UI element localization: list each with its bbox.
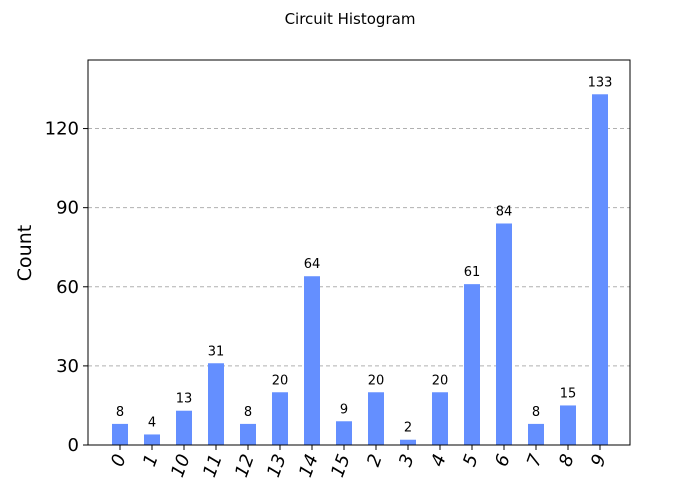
bar-value-label: 84: [496, 204, 513, 219]
bar: [432, 392, 448, 445]
chart-title: Circuit Histogram: [285, 10, 416, 28]
bar-value-label: 15: [560, 386, 577, 401]
bar-value-label: 20: [432, 373, 449, 388]
x-tick-label: 9: [587, 452, 611, 470]
x-tick-label: 7: [523, 451, 547, 469]
bar-value-label: 64: [304, 257, 321, 272]
bar: [496, 223, 512, 445]
bar-value-label: 20: [272, 373, 289, 388]
bar: [240, 423, 256, 445]
y-tick-label: 120: [45, 119, 79, 140]
grid-lines: [88, 128, 630, 367]
bar-value-label: 8: [116, 405, 124, 420]
bar: [560, 405, 576, 445]
y-axis-label: Count: [14, 225, 36, 281]
y-tick-label: 90: [56, 198, 79, 219]
x-tick-label: 1: [139, 452, 163, 470]
x-tick-label: 15: [327, 452, 355, 481]
bar: [304, 276, 320, 445]
bar: [592, 94, 608, 445]
bar: [272, 392, 288, 445]
x-tick-label: 0: [107, 452, 131, 470]
bars: [112, 94, 608, 445]
x-tick-label: 5: [459, 452, 483, 470]
bar-value-label: 8: [244, 405, 252, 420]
bar: [528, 423, 544, 445]
x-tick-label: 8: [555, 452, 579, 470]
y-tick-label: 0: [68, 435, 79, 456]
x-tick-label: 12: [231, 452, 259, 481]
bar: [464, 284, 480, 445]
bar-value-label: 133: [588, 75, 613, 90]
y-tick-label: 60: [56, 277, 79, 298]
bar-value-label: 8: [532, 405, 540, 420]
bar-value-label: 9: [340, 402, 348, 417]
x-tick-label: 13: [263, 452, 291, 481]
bar: [176, 410, 192, 445]
x-tick-label: 10: [167, 452, 195, 481]
bar-value-label: 31: [208, 344, 225, 359]
x-tick-label: 2: [363, 452, 387, 470]
bar: [208, 363, 224, 445]
x-tick-label: 3: [395, 452, 419, 470]
bar-value-label: 20: [368, 373, 385, 388]
bar-value-label: 4: [148, 415, 156, 430]
bar-value-label: 2: [404, 421, 412, 436]
x-axis-ticks: 0 1 10 11 12 13 14 15 2 3 4 5 6 7 8 9: [107, 445, 611, 480]
bar-value-label: 13: [176, 392, 193, 407]
x-tick-label: 11: [199, 452, 227, 481]
bar: [112, 423, 128, 445]
bar: [144, 434, 160, 445]
bar: [336, 421, 352, 445]
x-tick-label: 14: [295, 452, 323, 481]
y-tick-label: 30: [56, 356, 79, 377]
bar-value-label: 61: [464, 265, 481, 280]
x-tick-label: 4: [427, 452, 451, 470]
bar: [400, 439, 416, 445]
bar: [368, 392, 384, 445]
x-tick-label: 6: [491, 452, 515, 470]
plot-frame: [87, 59, 631, 446]
y-axis-ticks: 0 30 60 90 120: [45, 119, 88, 456]
